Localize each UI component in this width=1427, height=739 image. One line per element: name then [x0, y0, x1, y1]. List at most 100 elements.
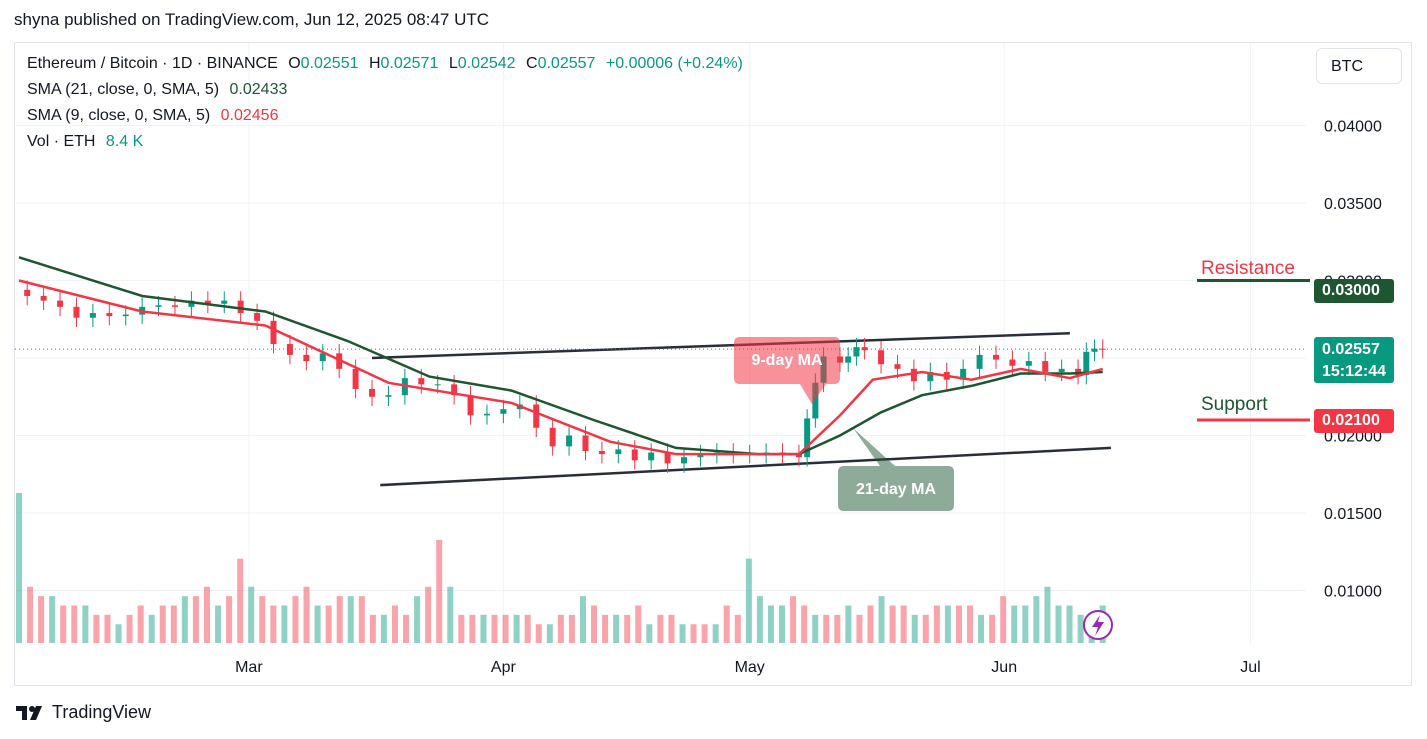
candle-body — [483, 413, 490, 416]
volume-bar — [436, 539, 443, 643]
support-resistance-levels — [1197, 279, 1310, 422]
volume-bar — [524, 614, 531, 643]
candle-body — [533, 404, 540, 428]
candle-body — [171, 305, 178, 307]
candle-body — [500, 409, 507, 414]
tradingview-brand[interactable]: TradingView — [16, 702, 151, 723]
candle-body — [878, 350, 885, 365]
volume-bar — [115, 624, 122, 643]
legend-symbol: Ethereum / Bitcoin · 1D · BINANCE — [27, 55, 278, 72]
candle-body — [615, 449, 622, 455]
volume-bar — [336, 596, 343, 643]
volume-bar — [292, 596, 299, 643]
candle-body — [631, 449, 638, 461]
candle-body — [451, 384, 458, 396]
volume-bar — [933, 605, 940, 643]
volume-bar — [226, 596, 233, 643]
volume-bar — [237, 558, 244, 643]
sma9-callout-box — [734, 337, 840, 404]
volume-bar — [1066, 605, 1073, 643]
volume-bar — [790, 596, 797, 643]
volume-bar — [657, 614, 664, 643]
candle-body — [89, 313, 96, 318]
candle-body — [927, 371, 934, 382]
volume-bar — [215, 605, 222, 643]
volume-bar — [546, 624, 553, 643]
legend-close-label: C — [526, 55, 538, 72]
y-tick-label: 0.01000 — [1324, 584, 1382, 601]
volume-bar — [723, 605, 730, 643]
support-price-tag: 0.02100 — [1314, 409, 1394, 433]
x-tick-label: Apr — [491, 659, 517, 676]
volume-bar — [734, 614, 741, 643]
volume-bar — [812, 614, 819, 643]
candle-body — [853, 347, 860, 357]
volume-bar — [624, 614, 631, 643]
volume-bar — [889, 605, 896, 643]
volume-bar — [701, 624, 708, 643]
volume-bar — [27, 586, 34, 643]
volume-bar — [856, 614, 863, 643]
y-tick-label: 0.01500 — [1324, 506, 1382, 523]
legend-high-label: H — [368, 55, 381, 72]
candle-body — [910, 368, 917, 382]
candle-body — [681, 457, 688, 464]
candle-body — [861, 347, 868, 351]
candle-body — [1025, 361, 1032, 366]
legend-sma9[interactable]: SMA (9, close, 0, SMA, 5) 0.02456 — [27, 107, 278, 125]
volume-bar — [900, 605, 907, 643]
volume-bar — [380, 614, 387, 643]
volume-bar — [712, 624, 719, 643]
candle-body — [434, 384, 441, 386]
volume-bar — [192, 596, 199, 643]
legend-volume[interactable]: Vol · ETH 8.4 K — [27, 133, 143, 151]
candle-body — [976, 354, 983, 369]
candle-body — [960, 368, 967, 380]
volume-bar — [104, 614, 111, 643]
legend-high: 0.02571 — [380, 55, 439, 72]
volume-bar — [591, 605, 598, 643]
candle-body — [73, 306, 80, 318]
volume-bar — [281, 605, 288, 643]
lower-trendline — [380, 446, 1111, 487]
volume-bar — [1000, 596, 1007, 643]
volume-bar — [303, 586, 310, 643]
candle-body — [566, 435, 573, 447]
currency-button[interactable]: BTC — [1316, 48, 1402, 84]
volume-bar — [369, 614, 376, 643]
resistance-label: Resistance — [1201, 258, 1295, 279]
volume-bar — [557, 614, 564, 643]
volume-bar — [635, 605, 642, 643]
volume-bar — [403, 614, 410, 643]
countdown: 15:12:44 — [1322, 363, 1387, 380]
volume-bar — [756, 596, 763, 643]
legend-low-label: L — [448, 55, 458, 72]
volume-bar — [49, 596, 56, 643]
x-tick-label: Mar — [235, 659, 263, 676]
candle-body — [812, 382, 819, 419]
volume-bar — [270, 605, 277, 643]
candle-body — [57, 300, 64, 307]
volume-bar — [513, 614, 520, 643]
candle-body — [155, 305, 162, 307]
alert-bolt-glyph — [1092, 615, 1104, 636]
volume-bar — [93, 614, 100, 643]
volume-bar — [779, 605, 786, 643]
candle-body — [1091, 348, 1098, 352]
candle-body — [992, 354, 999, 360]
volume-bar — [71, 605, 78, 643]
candle-body — [286, 344, 293, 355]
legend-sma21[interactable]: SMA (21, close, 0, SMA, 5) 0.02433 — [27, 81, 287, 99]
volume-bar — [16, 493, 22, 643]
chart-frame[interactable] — [14, 42, 1412, 686]
legend-close: 0.02557 — [537, 55, 596, 72]
volume-bar — [203, 586, 210, 643]
volume-bar — [989, 614, 996, 643]
volume-bar — [613, 614, 620, 643]
candle-body — [418, 378, 425, 385]
sma9-value: 0.02456 — [220, 107, 279, 124]
volume-bar — [535, 624, 542, 643]
volume-bar — [425, 586, 432, 643]
alert-bolt-icon[interactable] — [1083, 610, 1113, 640]
